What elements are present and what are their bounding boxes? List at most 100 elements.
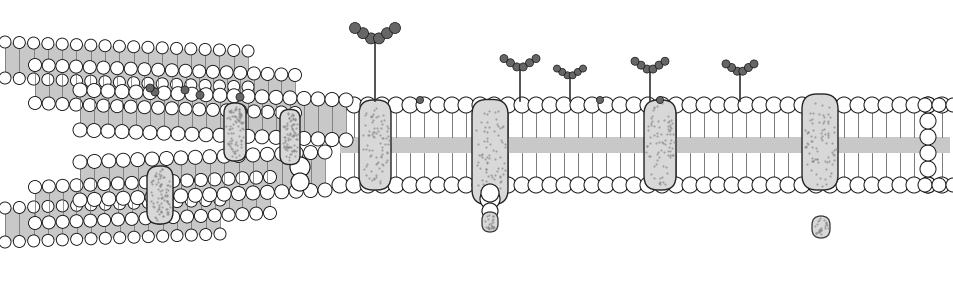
Circle shape [346, 97, 361, 113]
Circle shape [99, 40, 111, 52]
Circle shape [596, 97, 603, 104]
Circle shape [185, 79, 196, 91]
Circle shape [430, 97, 446, 113]
Circle shape [681, 177, 698, 193]
Circle shape [71, 75, 82, 87]
Circle shape [250, 207, 262, 220]
Circle shape [102, 192, 115, 206]
Circle shape [87, 83, 101, 98]
Circle shape [179, 102, 192, 115]
Circle shape [142, 77, 153, 89]
Circle shape [274, 106, 288, 119]
Circle shape [56, 98, 69, 111]
Circle shape [165, 64, 178, 77]
Circle shape [274, 185, 289, 199]
Circle shape [401, 97, 417, 113]
Circle shape [138, 63, 151, 76]
Circle shape [311, 132, 325, 146]
Circle shape [159, 190, 173, 203]
Circle shape [780, 97, 795, 113]
Circle shape [821, 177, 837, 193]
Circle shape [612, 177, 627, 193]
FancyBboxPatch shape [358, 100, 391, 190]
Circle shape [723, 97, 740, 113]
FancyBboxPatch shape [801, 94, 837, 190]
Circle shape [480, 184, 498, 202]
Circle shape [254, 130, 269, 144]
Circle shape [125, 176, 138, 189]
Circle shape [13, 73, 26, 85]
Circle shape [303, 146, 317, 160]
Circle shape [612, 97, 627, 113]
Circle shape [793, 97, 809, 113]
Circle shape [242, 45, 253, 57]
Circle shape [311, 92, 325, 106]
Bar [339, 137, 949, 153]
Circle shape [681, 97, 698, 113]
Circle shape [849, 97, 865, 113]
Circle shape [532, 55, 539, 63]
Circle shape [499, 177, 516, 193]
Circle shape [260, 147, 274, 161]
Circle shape [235, 172, 249, 185]
Circle shape [269, 130, 283, 144]
FancyBboxPatch shape [280, 110, 299, 164]
Circle shape [793, 177, 809, 193]
Circle shape [765, 97, 781, 113]
Circle shape [152, 211, 166, 224]
Circle shape [28, 73, 39, 85]
Circle shape [152, 175, 166, 188]
Circle shape [29, 217, 42, 230]
Circle shape [338, 133, 353, 147]
Circle shape [128, 41, 139, 53]
Circle shape [29, 58, 42, 71]
Circle shape [325, 92, 338, 106]
Circle shape [727, 64, 735, 71]
Circle shape [13, 236, 26, 247]
Circle shape [919, 97, 935, 113]
Circle shape [56, 60, 69, 73]
Circle shape [142, 197, 154, 209]
Circle shape [217, 149, 231, 163]
Circle shape [99, 198, 112, 210]
Circle shape [73, 123, 87, 137]
Circle shape [660, 57, 668, 65]
Circle shape [261, 68, 274, 80]
Circle shape [625, 177, 641, 193]
Circle shape [365, 33, 376, 44]
Circle shape [56, 74, 68, 86]
Circle shape [349, 22, 360, 34]
Circle shape [185, 43, 196, 55]
Circle shape [639, 97, 656, 113]
Circle shape [709, 177, 725, 193]
Circle shape [56, 215, 69, 228]
Circle shape [13, 37, 26, 49]
Circle shape [654, 97, 669, 113]
Circle shape [338, 93, 353, 107]
Circle shape [116, 153, 131, 167]
Circle shape [630, 57, 639, 65]
Circle shape [656, 97, 662, 104]
Circle shape [381, 28, 392, 39]
Circle shape [0, 36, 11, 48]
Circle shape [85, 75, 96, 87]
Circle shape [185, 87, 199, 101]
Circle shape [933, 177, 949, 193]
Circle shape [171, 230, 183, 242]
FancyBboxPatch shape [472, 100, 507, 205]
Circle shape [263, 170, 276, 184]
Circle shape [213, 44, 225, 56]
Circle shape [325, 133, 338, 146]
Circle shape [931, 178, 945, 192]
Circle shape [359, 177, 375, 193]
Circle shape [213, 128, 227, 142]
Circle shape [151, 88, 159, 96]
Circle shape [835, 97, 851, 113]
Circle shape [29, 181, 42, 194]
Circle shape [85, 39, 96, 51]
Circle shape [317, 183, 332, 197]
Circle shape [139, 176, 152, 189]
Circle shape [654, 177, 669, 193]
Circle shape [84, 214, 96, 227]
Circle shape [919, 161, 935, 177]
